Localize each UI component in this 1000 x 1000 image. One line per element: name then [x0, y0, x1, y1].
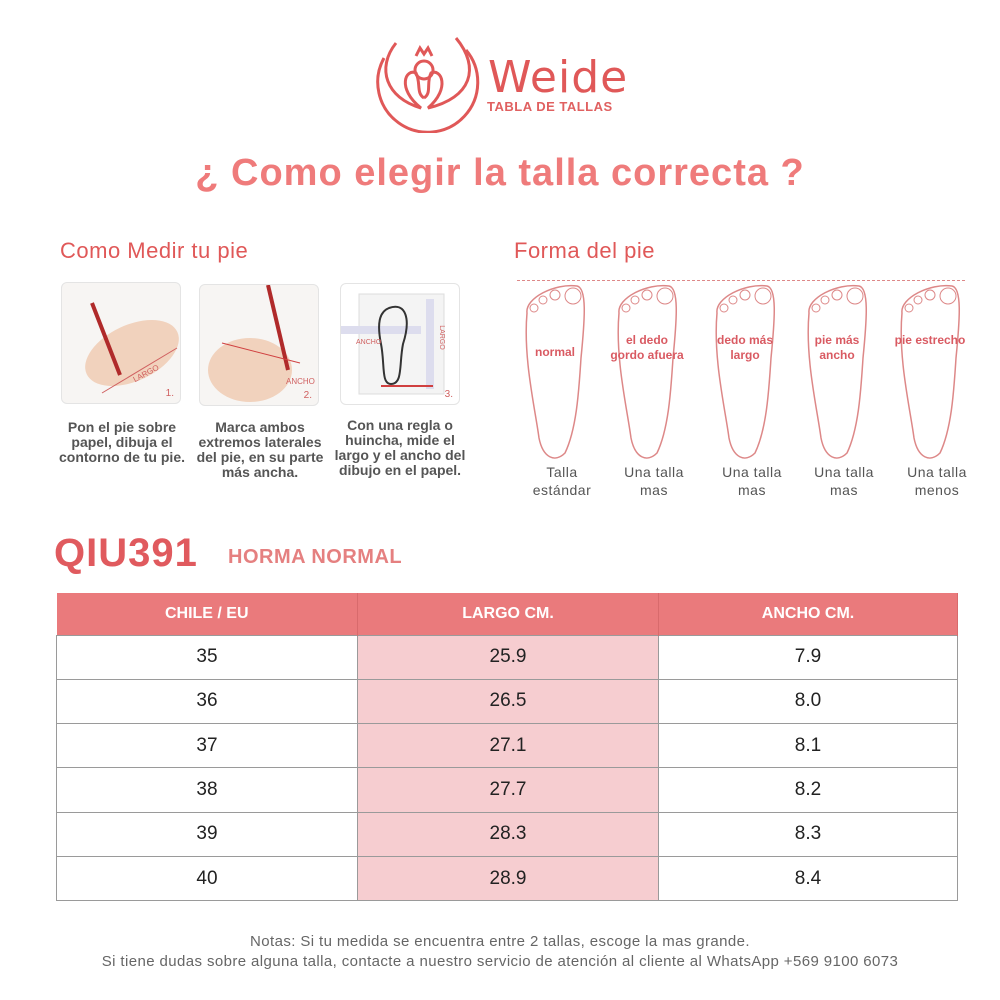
length-cell: 26.5	[357, 678, 659, 725]
measure-heading: Como Medir tu pie	[60, 238, 249, 263]
step-1-caption: Pon el pie sobre papel, dibuja el contor…	[59, 419, 185, 465]
foot-outline-icon	[715, 284, 776, 459]
foot-shape-3: pie más ancho	[797, 278, 877, 463]
header-length: LARGO CM.	[357, 593, 659, 635]
toe-line	[517, 280, 965, 281]
step-3-caption: Con una regla o huincha, mide el largo y…	[334, 417, 466, 478]
foot-drawing-icon	[85, 302, 179, 394]
foot-shape-4: pie estrecho	[890, 278, 970, 463]
step-number: 3.	[444, 389, 453, 400]
foot-drawing-icon	[208, 285, 301, 402]
size-table: CHILE / EU LARGO CM. ANCHO CM. 35 25.9 7.9…	[56, 593, 958, 902]
header-size: CHILE / EU	[56, 593, 358, 635]
foot-shape-1: el dedo gordo afuera	[607, 278, 687, 463]
length-cell: 27.1	[357, 723, 659, 769]
weide-logo-icon	[376, 37, 480, 133]
size-cell: 37	[56, 723, 358, 769]
size-cell: 38	[56, 767, 358, 813]
length-cell: 27.7	[357, 767, 659, 813]
foot-advice: Talla estándar	[532, 464, 592, 498]
step-number: 1.	[165, 388, 174, 399]
foot-outline-icon	[525, 284, 586, 459]
step-2-caption: Marca ambos extremos laterales del pie, …	[196, 419, 324, 480]
note-1: Notas: Si tu medida se encuentra entre 2…	[250, 933, 750, 950]
table-row: 37 27.1 8.1	[56, 723, 958, 769]
brand-tagline: TABLA DE TALLAS	[487, 99, 613, 114]
table-row: 40 28.9 8.4	[56, 855, 958, 902]
foot-advice: Una talla mas	[624, 464, 684, 498]
foot-advice: Una talla mas	[722, 464, 782, 498]
foot-type-label: pie más ancho	[814, 333, 860, 362]
foot-type-label: dedo más largo	[716, 333, 773, 362]
foot-advice: Una talla menos	[907, 464, 967, 498]
model-last: HORMA NORMAL	[228, 546, 403, 568]
table-row: 39 28.3 8.3	[56, 811, 958, 857]
length-cell: 28.3	[357, 811, 659, 857]
size-cell: 39	[56, 811, 358, 857]
ancho-label: ANCHO	[356, 339, 382, 346]
length-cell: 28.9	[357, 855, 659, 902]
foot-type-label: el dedo gordo afuera	[610, 333, 684, 362]
length-cell: 25.9	[357, 634, 659, 680]
step-1-image: LARGO 1.	[61, 282, 181, 404]
width-cell: 8.1	[658, 723, 958, 769]
width-cell: 8.3	[658, 811, 958, 857]
header-width: ANCHO CM.	[658, 593, 958, 635]
foot-outline-icon	[617, 284, 678, 459]
width-cell: 8.2	[658, 767, 958, 813]
table-header-row: CHILE / EU LARGO CM. ANCHO CM.	[56, 593, 958, 635]
foot-outline-icon	[900, 284, 961, 459]
brand-name: Weide	[488, 52, 629, 103]
table-row: 36 26.5 8.0	[56, 678, 958, 725]
step-2-image: ANCHO 2.	[199, 284, 319, 406]
foot-shape-heading: Forma del pie	[514, 238, 656, 263]
foot-outline-icon	[807, 284, 868, 459]
foot-advice: Una talla mas	[814, 464, 874, 498]
ancho-label: ANCHO	[286, 377, 315, 386]
size-cell: 36	[56, 678, 358, 725]
width-cell: 7.9	[658, 634, 958, 680]
foot-shape-0: normal	[515, 278, 595, 463]
width-cell: 8.4	[658, 855, 958, 902]
note-2: Si tiene dudas sobre alguna talla, conta…	[101, 953, 899, 970]
foot-type-label: pie estrecho	[894, 333, 966, 347]
size-cell: 35	[56, 634, 358, 680]
model-code: QIU391	[54, 531, 198, 575]
table-row: 38 27.7 8.2	[56, 767, 958, 813]
foot-shape-2: dedo más largo	[705, 278, 785, 463]
page-title: ¿ Como elegir la talla correcta ?	[195, 152, 805, 194]
paper-ruler-icon	[341, 293, 445, 395]
step-number: 2.	[303, 390, 312, 401]
largo-label: LARGO	[437, 325, 445, 350]
foot-type-label: normal	[534, 345, 575, 359]
size-cell: 40	[56, 855, 358, 902]
table-row: 35 25.9 7.9	[56, 634, 958, 680]
step-3-image: ANCHO LARGO 3.	[340, 283, 460, 405]
width-cell: 8.0	[658, 678, 958, 725]
